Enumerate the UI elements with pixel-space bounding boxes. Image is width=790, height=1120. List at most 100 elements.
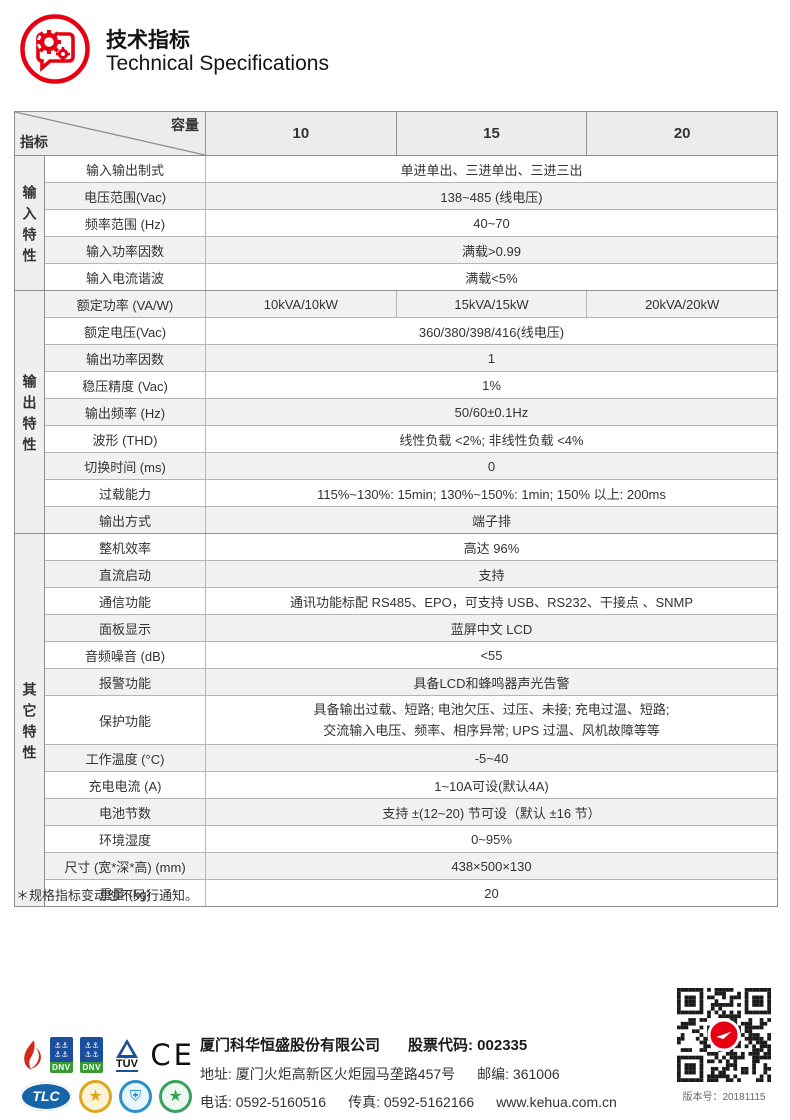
- certification-logos: ⚓⚓ ⚓⚓ DNV ⚓⚓ ⚓⚓ DNV TÜV CE TLC ★ ⛨ ★: [20, 1036, 195, 1115]
- spec-name: 工作温度 (°C): [45, 745, 206, 771]
- table-row: 频率范围 (Hz) 40~70: [45, 209, 777, 236]
- table-row: 环境湿度 0~95%: [45, 825, 777, 852]
- page-title-en: Technical Specifications: [106, 52, 329, 75]
- anchor-icon: ⚓⚓: [84, 1040, 99, 1050]
- table-row: 重量 (kg) 20: [45, 879, 777, 906]
- spec-name: 稳压精度 (Vac): [45, 372, 206, 398]
- tuv-logo: TÜV: [110, 1038, 143, 1072]
- spec-value: 线性负载 <2%; 非线性负载 <4%: [399, 432, 584, 448]
- spec-name: 额定功率 (VA/W): [45, 291, 206, 317]
- blue-shield-badge-logo: ⛨: [119, 1079, 152, 1113]
- spec-value: 支持 ±(12~20) 节可设（默认 ±16 节）: [382, 805, 601, 821]
- group-label: 输出特性: [15, 291, 45, 533]
- spec-value: 1: [487, 350, 496, 366]
- table-row: 输出方式 端子排: [45, 506, 777, 533]
- tuv-label: TÜV: [115, 1057, 138, 1072]
- spec-value: <55: [480, 647, 503, 663]
- table-row: 输出功率因数 1: [45, 344, 777, 371]
- table-group: 其它特性 整机效率 高达 96% 直流启动 支持通信功能 通讯功能标配 RS485、EPO…: [15, 533, 777, 906]
- spec-name: 通信功能: [45, 588, 206, 614]
- footnote: ＊规格指标变动恕不另行通知。: [16, 888, 199, 903]
- company-phone: 电话: 0592-5160516: [200, 1094, 327, 1110]
- spec-value: 满载<5%: [465, 270, 518, 286]
- spec-value: 具备LCD和蜂鸣器声光告警: [413, 675, 570, 691]
- qr-code-block: 版本号：20181115: [676, 988, 772, 1103]
- dnv-logo-2: ⚓⚓ ⚓⚓ DNV: [80, 1037, 104, 1073]
- table-row: 尺寸 (宽*深*高) (mm) 438×500×130: [45, 852, 777, 879]
- spec-name: 环境湿度: [45, 826, 206, 852]
- table-group: 输入特性 输入输出制式 单进单出、三进单出、三进三出 电压范围(Vac) 138~485…: [15, 156, 777, 290]
- table-row: 充电电流 (A) 1~10A可设(默认4A): [45, 771, 777, 798]
- spec-name: 直流启动: [45, 561, 206, 587]
- spec-name: 充电电流 (A): [45, 772, 206, 798]
- spec-value: 50/60±0.1Hz: [454, 404, 529, 420]
- table-row: 通信功能 通讯功能标配 RS485、EPO，可支持 USB、RS232、干接点 、…: [45, 587, 777, 614]
- column-header-10: 10: [292, 125, 310, 142]
- spec-name: 过载能力: [45, 480, 206, 506]
- table-row: 额定电压(Vac) 360/380/398/416(线电压): [45, 317, 777, 344]
- gold-star-badge-logo: ★: [79, 1079, 112, 1113]
- spec-value: 360/380/398/416(线电压): [418, 324, 565, 340]
- table-row: 工作温度 (°C) -5~40: [45, 744, 777, 771]
- spec-table: 容量 指标 10 15 20 输入特性 输入输出制式 单进单出、三进单出、三进三出电…: [14, 111, 778, 907]
- spec-value: 0~95%: [471, 831, 512, 847]
- company-fax: 传真: 0592-5162166: [348, 1094, 475, 1110]
- spec-value: 高达 96%: [463, 540, 520, 556]
- table-row: 波形 (THD) 线性负载 <2%; 非线性负载 <4%: [45, 425, 777, 452]
- table-header-row: 容量 指标 10 15 20: [15, 112, 777, 156]
- small-gear: [56, 47, 70, 61]
- company-info: 厦门科华恒盛股份有限公司 股票代码: 002335 地址: 厦门火炬高新区火炬园马…: [200, 1034, 617, 1120]
- big-gear: [37, 30, 61, 54]
- table-row: 面板显示 蓝屏中文 LCD: [45, 614, 777, 641]
- spec-name: 额定电压(Vac): [45, 318, 206, 344]
- column-header-20: 20: [586, 112, 777, 155]
- spec-name: 尺寸 (宽*深*高) (mm): [45, 853, 206, 879]
- stock-code: 股票代码: 002335: [408, 1037, 528, 1054]
- tlc-logo: TLC: [20, 1081, 72, 1111]
- spec-value: 通讯功能标配 RS485、EPO，可支持 USB、RS232、干接点 、SNMP: [289, 594, 694, 610]
- spec-value: 40~70: [473, 215, 510, 231]
- table-row: 直流启动 支持: [45, 560, 777, 587]
- spec-name: 切换时间 (ms): [45, 453, 206, 479]
- group-label: 其它特性: [15, 534, 45, 906]
- gear-chat-icon: [20, 14, 90, 84]
- group-label: 输入特性: [15, 156, 45, 290]
- dnv-label: DNV: [49, 1062, 73, 1073]
- dnv-logo-1: ⚓⚓ ⚓⚓ DNV: [49, 1037, 73, 1073]
- spec-name: 频率范围 (Hz): [45, 210, 206, 236]
- spec-name: 输入输出制式: [45, 156, 206, 182]
- spec-name: 输出方式: [45, 507, 206, 533]
- table-corner-cell: 容量 指标: [15, 112, 206, 155]
- company-name: 厦门科华恒盛股份有限公司: [200, 1037, 381, 1054]
- spec-value: 20: [484, 885, 499, 901]
- spec-name: 音频噪音 (dB): [45, 642, 206, 668]
- qr-code: [677, 988, 771, 1082]
- table-row: 整机效率 高达 96%: [45, 534, 777, 560]
- green-star-badge-logo: ★: [159, 1079, 192, 1113]
- spec-name: 整机效率: [45, 534, 206, 560]
- spec-value: 具备输出过载、短路; 电池欠压、过压、未接; 充电过温、短路; 交流输入电压、频率…: [313, 702, 670, 738]
- spec-value: 1%: [482, 377, 501, 393]
- spec-name: 输入功率因数: [45, 237, 206, 263]
- spec-value: 138~485 (线电压): [440, 189, 543, 205]
- postal-code: 邮编: 361006: [477, 1066, 560, 1082]
- table-row: 输入功率因数 满载>0.99: [45, 236, 777, 263]
- spec-table-body: 输入特性 输入输出制式 单进单出、三进单出、三进三出 电压范围(Vac) 138~485…: [15, 156, 777, 906]
- spec-name: 输入电流谐波: [45, 264, 206, 290]
- spec-value: 0: [487, 458, 496, 474]
- column-header-15: 15: [395, 112, 587, 155]
- spec-name: 面板显示: [45, 615, 206, 641]
- spec-value: 20kVA/20kW: [586, 291, 777, 317]
- spec-value: -5~40: [474, 750, 509, 766]
- spec-name: 输出频率 (Hz): [45, 399, 206, 425]
- table-row: 电压范围(Vac) 138~485 (线电压): [45, 182, 777, 209]
- spec-name: 重量 (kg): [45, 880, 206, 906]
- table-row: 输出频率 (Hz) 50/60±0.1Hz: [45, 398, 777, 425]
- spec-name: 波形 (THD): [45, 426, 206, 452]
- company-website: www.kehua.com.cn: [496, 1094, 617, 1110]
- spec-name: 报警功能: [45, 669, 206, 695]
- spec-value: 15kVA/15kW: [395, 291, 587, 317]
- spec-value: 支持: [478, 567, 505, 583]
- table-row: 音频噪音 (dB) <55: [45, 641, 777, 668]
